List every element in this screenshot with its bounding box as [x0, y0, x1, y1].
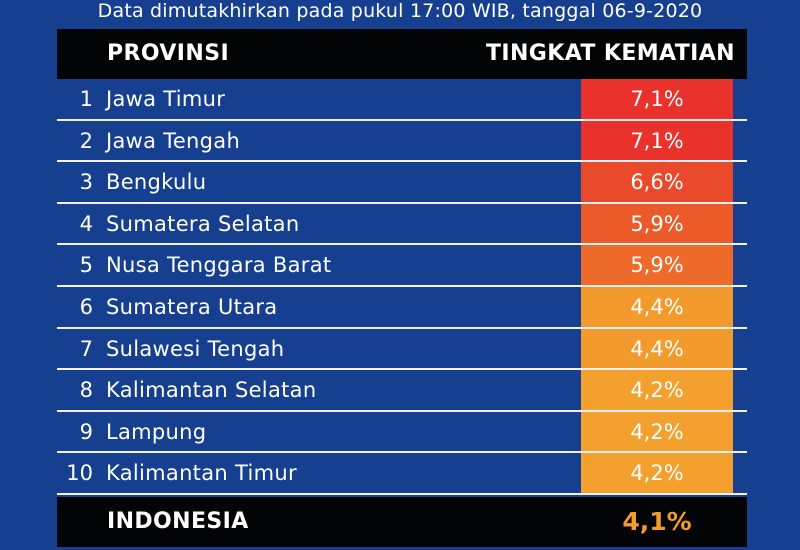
province-name: Nusa Tenggara Barat: [106, 253, 332, 278]
province-name: Jawa Timur: [106, 87, 226, 111]
table-row: 1 Jawa Timur 7,1%: [57, 79, 747, 121]
table-row: 6 Sumatera Utara 4,4%: [57, 286, 747, 329]
rank-number: 10: [66, 461, 93, 486]
province-name: Sumatera Utara: [106, 294, 278, 319]
table-row: 9 Lampung 4,2%: [57, 411, 747, 454]
rate-column-header: TINGKAT KEMATIAN: [485, 41, 735, 66]
table-row: 8 Kalimantan Selatan 4,2%: [57, 370, 747, 412]
death-rate-cell: 4,2%: [581, 411, 733, 452]
rank-number: 9: [79, 419, 93, 444]
province-name: Sumatera Selatan: [106, 211, 300, 236]
rank-number: 8: [79, 378, 93, 403]
subtitle: Data dimutakhirkan pada pukul 17:00 WIB,…: [97, 0, 703, 22]
death-rate-cell: 5,9%: [581, 245, 733, 285]
province-name: Kalimantan Timur: [106, 461, 297, 486]
ranking-table: PROVINSI TINGKAT KEMATIAN 1 Jawa Timur 7,1…: [57, 29, 747, 495]
rank-number: 1: [79, 87, 93, 111]
rank-number: 7: [79, 336, 93, 361]
rank-number: 5: [79, 253, 93, 278]
table-row: 4 Sumatera Selatan 5,9%: [57, 203, 747, 246]
death-rate-cell: 7,1%: [581, 120, 733, 161]
total-label: INDONESIA: [107, 509, 249, 534]
total-value: 4,1%: [622, 507, 692, 536]
province-name: Bengkulu: [106, 170, 207, 195]
death-rate-cell: 6,6%: [581, 162, 733, 202]
rank-number: 6: [79, 294, 93, 319]
death-rate-cell: 4,4%: [581, 286, 733, 327]
table-row: 3 Bengkulu 6,6%: [57, 162, 747, 204]
rank-number: 4: [79, 211, 93, 236]
rank-number: 2: [79, 128, 93, 153]
province-name: Kalimantan Selatan: [106, 378, 317, 403]
province-name: Lampung: [106, 419, 207, 444]
death-rate-cell: 4,2%: [581, 370, 733, 410]
death-rate-cell: 4,2%: [581, 453, 733, 493]
death-rate-cell: 5,9%: [581, 203, 733, 244]
table-row: 10 Kalimantan Timur 4,2%: [57, 453, 747, 495]
province-name: Jawa Tengah: [106, 128, 241, 153]
table-row: 5 Nusa Tenggara Barat 5,9%: [57, 245, 747, 287]
death-rate-cell: 4,4%: [581, 328, 733, 369]
province-name: Sulawesi Tengah: [106, 336, 285, 361]
table-body: 1 Jawa Timur 7,1% 2 Jawa Tengah 7,1% 3 Bengkulu…: [57, 79, 747, 495]
table-header: PROVINSI TINGKAT KEMATIAN: [57, 29, 747, 79]
province-column-header: PROVINSI: [107, 41, 230, 66]
table-row: 2 Jawa Tengah 7,1%: [57, 120, 747, 163]
death-rate-cell: 7,1%: [581, 79, 733, 119]
table-row: 7 Sulawesi Tengah 4,4%: [57, 328, 747, 371]
total-row: INDONESIA 4,1%: [57, 497, 747, 547]
rank-number: 3: [79, 170, 93, 195]
